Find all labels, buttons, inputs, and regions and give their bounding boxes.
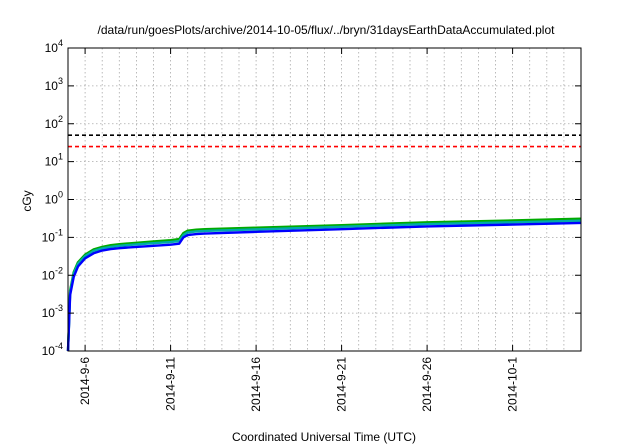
y-tick-label-exponent: -1 — [55, 227, 63, 237]
x-tick-label: 2014-9-16 — [249, 357, 263, 412]
y-tick-label: 10-4 — [42, 341, 63, 358]
y-tick-label-exponent: -2 — [55, 265, 63, 275]
y-tick-label: 100 — [45, 190, 63, 207]
y-tick-label-exponent: -4 — [55, 341, 63, 351]
y-tick-label-base: 10 — [42, 230, 56, 244]
reference-lines — [68, 134, 581, 148]
series-line — [66, 219, 582, 352]
y-tick-label-base: 10 — [45, 41, 59, 55]
series-group — [66, 217, 582, 352]
y-tick-label-exponent: 0 — [58, 190, 63, 200]
y-tick-label-base: 10 — [42, 306, 56, 320]
y-tick-label-base: 10 — [42, 344, 56, 358]
x-tick-label: 2014-9-26 — [420, 357, 434, 412]
series-line — [66, 221, 582, 352]
x-tick-label: 2014-9-11 — [164, 357, 178, 411]
x-axis-label: Coordinated Universal Time (UTC) — [232, 430, 416, 444]
y-tick-label-base: 10 — [45, 117, 59, 131]
y-tick-label: 103 — [45, 76, 63, 93]
y-tick-label-base: 10 — [45, 155, 59, 169]
y-tick-label: 101 — [45, 152, 63, 169]
chart-title: /data/run/goesPlots/archive/2014-10-05/f… — [98, 23, 556, 37]
y-tick-label-exponent: 3 — [58, 76, 63, 86]
x-tick-label: 2014-9-21 — [335, 357, 349, 412]
y-tick-label: 10-1 — [42, 227, 63, 244]
y-tick-label-exponent: -3 — [55, 303, 63, 313]
y-tick-label-exponent: 4 — [58, 38, 63, 48]
x-tick-label: 2014-9-6 — [78, 357, 92, 405]
y-axis-label: cGy — [20, 190, 34, 211]
y-tick-label: 104 — [45, 38, 63, 55]
x-tick-label: 2014-10-1 — [506, 357, 520, 412]
y-tick-label-base: 10 — [45, 79, 59, 93]
x-axis-ticks: 2014-9-6 2014-9-11 2014-9-16 2014-9-21 2014-… — [78, 48, 520, 412]
grid — [68, 48, 581, 351]
y-tick-label-exponent: 1 — [58, 152, 63, 162]
y-tick-label: 10-3 — [42, 303, 63, 320]
y-tick-label: 102 — [45, 114, 63, 131]
y-tick-label-base: 10 — [45, 193, 59, 207]
y-tick-label-exponent: 2 — [58, 114, 63, 124]
y-tick-label-base: 10 — [42, 268, 56, 282]
y-tick-label: 10-2 — [42, 265, 63, 282]
